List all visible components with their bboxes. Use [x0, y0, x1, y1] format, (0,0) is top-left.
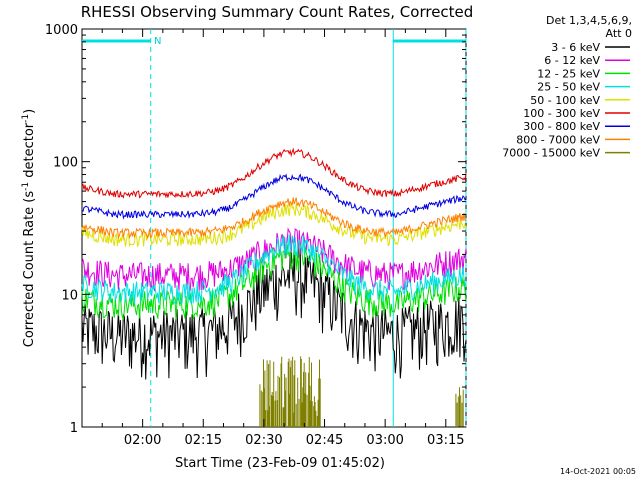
x-axis-label: Start Time (23-Feb-09 01:45:02) — [175, 456, 385, 471]
x-tick-label: 03:00 — [366, 433, 403, 448]
y-axis-label-main: Corrected Count Rate (s — [22, 191, 37, 348]
y-axis-label-mid: detector — [22, 122, 37, 182]
series-line-7 — [81, 197, 467, 240]
series-line-1 — [81, 227, 467, 292]
y-tick-label: 100 — [53, 156, 78, 171]
series-line-8 — [259, 356, 464, 427]
axis-ticks: 1 10 100 1000 02:00 02:15 02:30 02:45 03:00 03:15 — [45, 23, 466, 448]
series-group — [81, 147, 467, 427]
series-line-2 — [81, 243, 467, 321]
legend-header-line1: Det 1,3,4,5,6,9, — [546, 14, 632, 27]
legend-label: 50 - 100 keV — [530, 94, 600, 107]
chart-title: RHESSI Observing Summary Count Rates, Co… — [81, 3, 474, 21]
legend-header-line2: Att 0 — [606, 27, 632, 40]
y-tick-label: 1000 — [45, 23, 78, 38]
x-tick-label: 02:15 — [185, 433, 222, 448]
series-line-3 — [81, 234, 467, 305]
legend-label: 800 - 7000 keV — [516, 133, 600, 146]
legend-label: 7000 - 15000 keV — [502, 147, 600, 160]
legend-label: 100 - 300 keV — [523, 107, 600, 120]
x-tick-label: 02:45 — [306, 433, 343, 448]
legend-label: 25 - 50 keV — [537, 81, 600, 94]
legend-label: 12 - 25 keV — [537, 67, 600, 80]
y-axis-label-sup1: -1 — [21, 182, 31, 191]
x-tick-label: 02:00 — [124, 433, 161, 448]
series-line-5 — [81, 147, 467, 199]
legend-label: 6 - 12 keV — [544, 54, 600, 67]
y-tick-label: 1 — [70, 421, 78, 436]
y-tick-label: 10 — [61, 288, 78, 303]
y-axis-label-end: ) — [22, 109, 37, 114]
y-axis-label: Corrected Count Rate (s-1 detector-1) — [21, 109, 37, 347]
series-line-6 — [81, 173, 467, 220]
legend-label: 300 - 800 keV — [523, 120, 600, 133]
x-tick-label: 02:30 — [245, 433, 282, 448]
y-axis-label-sup2: -1 — [21, 114, 31, 123]
legend-label: 3 - 6 keV — [551, 41, 600, 54]
annotation-n-1: N — [154, 36, 161, 47]
x-tick-label: 03:15 — [427, 433, 464, 448]
footer-timestamp: 14-Oct-2021 00:05 — [560, 467, 636, 476]
series-line-0 — [81, 250, 467, 380]
series-line-4 — [81, 201, 467, 248]
